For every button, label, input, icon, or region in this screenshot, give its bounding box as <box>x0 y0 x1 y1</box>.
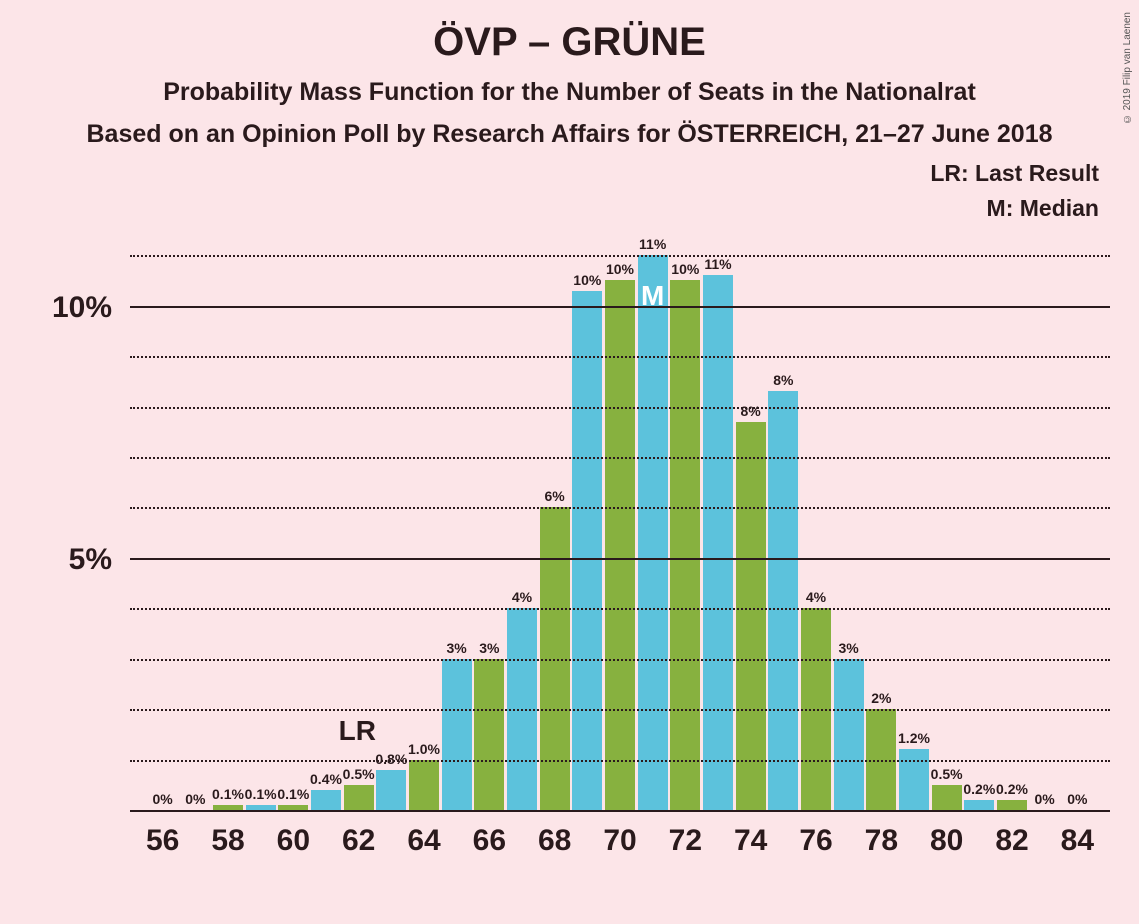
bar: 3% <box>442 659 472 810</box>
marker-m: M <box>641 280 664 312</box>
marker-lr: LR <box>339 715 376 747</box>
legend-lr: LR: Last Result <box>930 160 1099 187</box>
bar: 10% <box>605 280 635 810</box>
bar: 1.0% <box>409 760 439 810</box>
x-tick-label: 80 <box>930 824 963 858</box>
bar: 8% <box>768 391 798 810</box>
x-tick-label: 78 <box>865 824 898 858</box>
bar: 0.2% <box>964 800 994 810</box>
bar-value-label: 10% <box>573 272 601 288</box>
y-tick-label: 5% <box>69 543 112 577</box>
bar-value-label: 0.4% <box>310 771 342 787</box>
plot-area: 0%0%0.1%0.1%0.1%0.4%0.5%0.8%1.0%3%3%4%6%… <box>130 230 1110 810</box>
gridline <box>130 659 1110 661</box>
chart-title: ÖVP – GRÜNE <box>0 20 1139 65</box>
bar: 11% <box>638 255 668 810</box>
x-tick-label: 62 <box>342 824 375 858</box>
x-tick-label: 76 <box>799 824 832 858</box>
bar-value-label: 1.2% <box>898 730 930 746</box>
x-axis-line <box>130 810 1110 812</box>
bar-value-label: 10% <box>606 261 634 277</box>
bar-value-label: 3% <box>479 640 499 656</box>
gridline <box>130 407 1110 409</box>
x-tick-label: 60 <box>277 824 310 858</box>
bar-value-label: 8% <box>773 372 793 388</box>
gridline <box>130 709 1110 711</box>
bar-value-label: 3% <box>447 640 467 656</box>
bar-value-label: 0.1% <box>212 786 244 802</box>
bar: 10% <box>572 291 602 810</box>
bar: 0.5% <box>932 785 962 810</box>
bar-value-label: 2% <box>871 690 891 706</box>
bar: 0.4% <box>311 790 341 810</box>
bar: 0.8% <box>376 770 406 810</box>
gridline: 5% <box>130 558 1110 560</box>
x-tick-label: 72 <box>669 824 702 858</box>
chart-subtitle-1: Probability Mass Function for the Number… <box>0 78 1139 107</box>
bar: 10% <box>670 280 700 810</box>
gridline: 10% <box>130 306 1110 308</box>
bar-value-label: 0.1% <box>277 786 309 802</box>
x-tick-label: 58 <box>211 824 244 858</box>
x-tick-label: 82 <box>995 824 1028 858</box>
bar: 0.5% <box>344 785 374 810</box>
x-tick-label: 68 <box>538 824 571 858</box>
bars-layer: 0%0%0.1%0.1%0.1%0.4%0.5%0.8%1.0%3%3%4%6%… <box>130 230 1110 810</box>
bar-value-label: 0% <box>153 791 173 807</box>
bar: 0.2% <box>997 800 1027 810</box>
x-tick-label: 66 <box>473 824 506 858</box>
bar-value-label: 0.1% <box>245 786 277 802</box>
bar-value-label: 3% <box>839 640 859 656</box>
bar-value-label: 0.2% <box>996 781 1028 797</box>
bar: 1.2% <box>899 749 929 810</box>
gridline <box>130 608 1110 610</box>
x-tick-label: 74 <box>734 824 767 858</box>
bar-value-label: 8% <box>741 403 761 419</box>
bar: 3% <box>834 659 864 810</box>
x-tick-label: 56 <box>146 824 179 858</box>
gridline <box>130 457 1110 459</box>
gridline <box>130 255 1110 257</box>
x-tick-label: 70 <box>603 824 636 858</box>
bar-value-label: 4% <box>512 589 532 605</box>
x-tick-label: 64 <box>407 824 440 858</box>
gridline <box>130 760 1110 762</box>
x-tick-label: 84 <box>1061 824 1094 858</box>
copyright-label: © 2019 Filip van Laenen <box>1122 12 1133 124</box>
bar-value-label: 1.0% <box>408 741 440 757</box>
bar-value-label: 0.5% <box>931 766 963 782</box>
bar-value-label: 0.5% <box>343 766 375 782</box>
bar: 3% <box>474 659 504 810</box>
bar-value-label: 6% <box>545 488 565 504</box>
bar-value-label: 0% <box>1067 791 1087 807</box>
bar-value-label: 11% <box>704 256 731 272</box>
bar-value-label: 0% <box>1035 791 1055 807</box>
gridline <box>130 507 1110 509</box>
gridline <box>130 356 1110 358</box>
chart-subtitle-2: Based on an Opinion Poll by Research Aff… <box>0 120 1139 149</box>
bar-value-label: 4% <box>806 589 826 605</box>
y-tick-label: 10% <box>52 291 112 325</box>
legend-m: M: Median <box>987 195 1099 222</box>
bar-value-label: 10% <box>671 261 699 277</box>
bar-value-label: 0.2% <box>963 781 995 797</box>
bar: 8% <box>736 422 766 810</box>
bar-value-label: 0% <box>185 791 205 807</box>
bar-value-label: 11% <box>639 236 666 252</box>
chart-container: ÖVP – GRÜNE Probability Mass Function fo… <box>0 0 1139 924</box>
